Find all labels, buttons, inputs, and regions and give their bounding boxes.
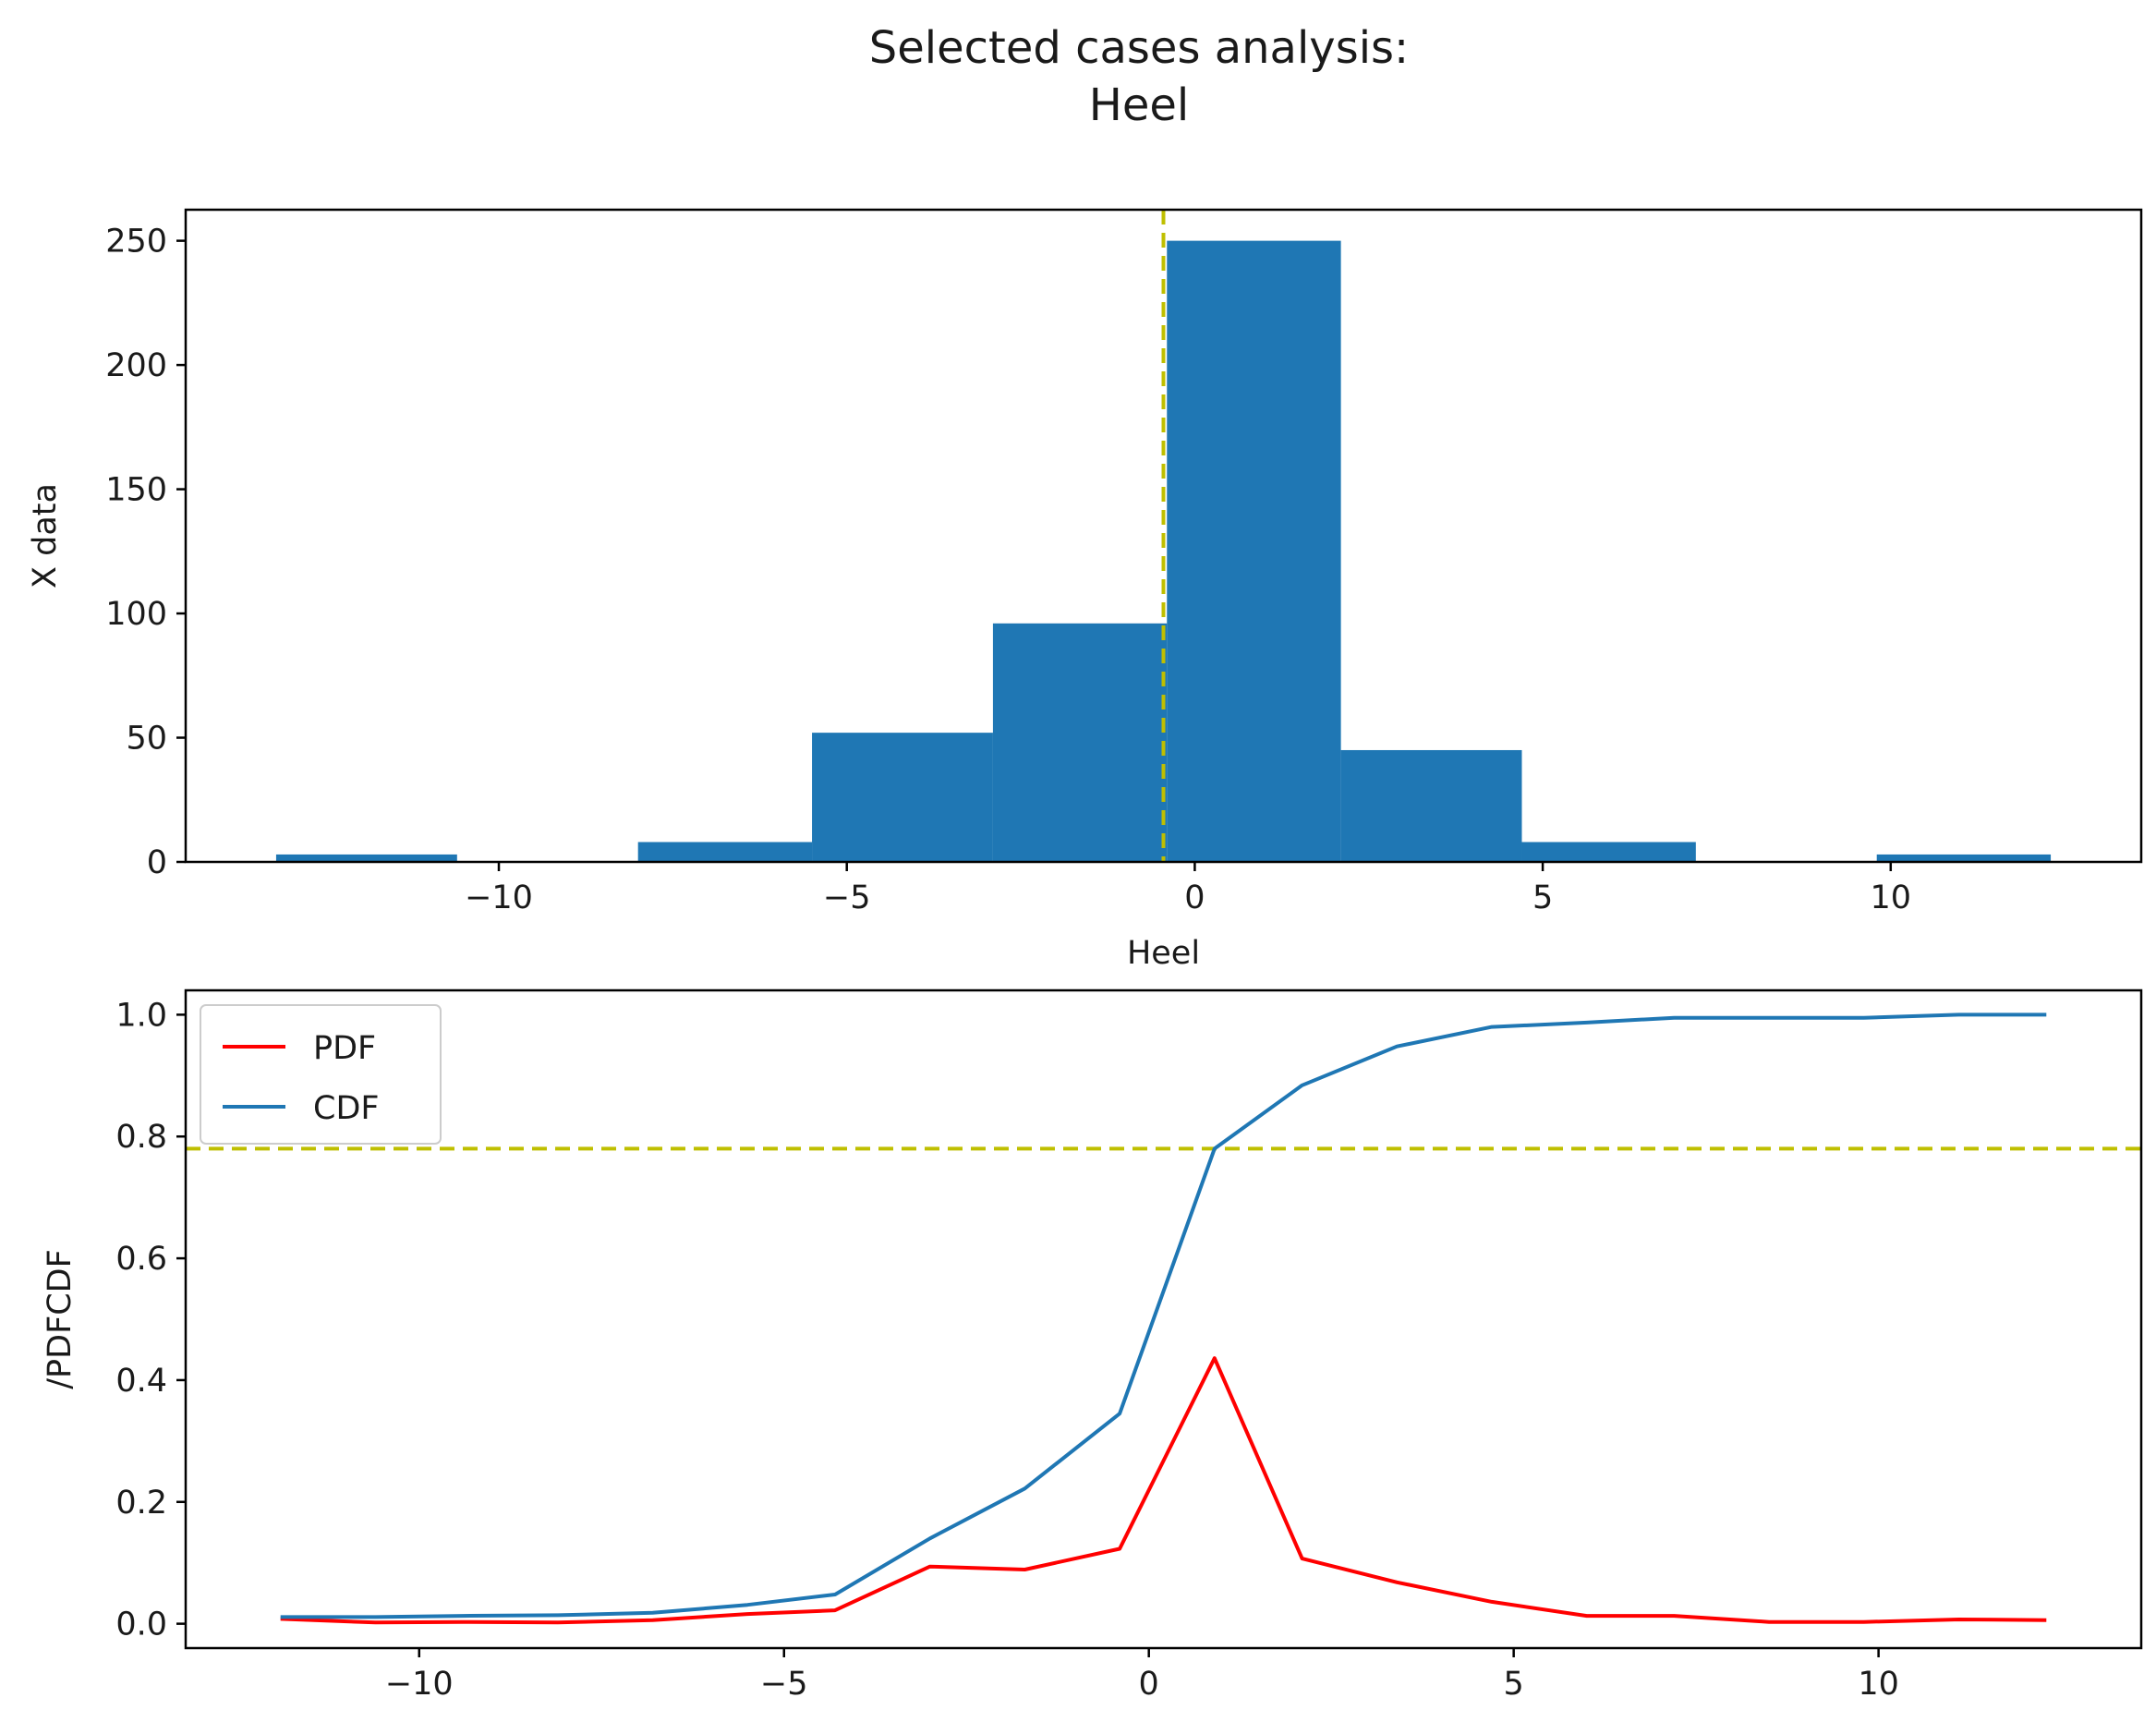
y-tick-label: 200 (105, 347, 167, 384)
histogram-bar (1340, 749, 1522, 862)
x-tick-label: 5 (1532, 879, 1553, 916)
figure-title-line2: Heel (1089, 79, 1190, 131)
histogram-y-ticks: 0 50 100 150 200 250 (105, 224, 186, 881)
histogram-x-label: Heel (1127, 935, 1200, 972)
histogram-axes-frame (184, 208, 2143, 864)
x-tick-label: −10 (465, 879, 533, 916)
pdf-cdf-y-ticks: 0.0 0.2 0.4 0.6 0.8 1.0 (115, 997, 186, 1643)
y-tick-label: 1.0 (115, 997, 167, 1034)
pdf-cdf-x-ticks: −10 −5 0 5 10 (385, 1648, 1899, 1703)
legend-pdf-label: PDF (313, 1030, 376, 1067)
pdf-cdf-panel: −10 −5 0 5 10 0.0 0.2 0.4 0.6 0.8 1.0 /PDFCDF PDF… (42, 988, 2143, 1703)
y-tick-label: 250 (105, 224, 167, 261)
histogram-bar (1876, 854, 2052, 862)
y-tick-label: 0.0 (115, 1607, 167, 1643)
histogram-bar (992, 623, 1168, 862)
x-tick-label: 0 (1184, 879, 1205, 916)
pdf-cdf-y-label: /PDFCDF (42, 1249, 79, 1389)
y-tick-label: 0.6 (115, 1241, 167, 1278)
histogram-x-ticks: −10 −5 0 5 10 (465, 862, 1911, 916)
x-tick-label: 10 (1858, 1666, 1899, 1703)
x-tick-label: −10 (385, 1666, 454, 1703)
y-tick-label: 100 (105, 596, 167, 633)
histogram-bar (637, 842, 813, 862)
y-tick-label: 0.8 (115, 1119, 167, 1156)
histogram-bar (812, 733, 993, 862)
cdf-series-line (280, 1013, 2047, 1619)
x-tick-label: 5 (1504, 1666, 1524, 1703)
pdf-series-line (280, 1356, 2047, 1625)
y-tick-label: 50 (126, 721, 167, 758)
histogram-panel: −10 −5 0 5 10 0 50 100 150 200 250 Heel X data (27, 208, 2143, 972)
histogram-bar (1521, 842, 1696, 862)
x-tick-label: −5 (760, 1666, 808, 1703)
legend: PDF CDF (200, 1004, 442, 1145)
x-tick-label: 10 (1871, 879, 1912, 916)
x-tick-label: −5 (823, 879, 871, 916)
histogram-bar (275, 854, 457, 862)
histogram-bar (1167, 240, 1341, 863)
y-tick-label: 0 (147, 844, 167, 881)
y-tick-label: 0.4 (115, 1363, 167, 1400)
histogram-y-label: X data (27, 483, 64, 588)
histogram-bars (275, 240, 2052, 863)
legend-cdf-label: CDF (313, 1090, 380, 1127)
x-tick-label: 0 (1139, 1666, 1159, 1703)
legend-box (200, 1004, 442, 1145)
y-tick-label: 0.2 (115, 1485, 167, 1522)
pdf-cdf-axes-frame (184, 988, 2143, 1650)
y-tick-label: 150 (105, 472, 167, 509)
figure-title-line1: Selected cases analysis: (869, 22, 1409, 74)
